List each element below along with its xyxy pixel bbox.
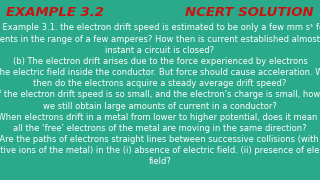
Text: we still obtain large amounts of current in a conductor?: we still obtain large amounts of current… [43,102,277,111]
Text: (e) Are the paths of electrons straight lines between successive collisions (wit: (e) Are the paths of electrons straight … [0,135,320,144]
Text: (c) If the electron drift speed is so small, and the electron’s charge is small,: (c) If the electron drift speed is so sm… [0,90,320,99]
Text: (b) The electron drift arises due to the force experienced by electrons: (b) The electron drift arises due to the… [12,57,308,66]
Text: instant a circuit is closed?: instant a circuit is closed? [105,46,215,55]
Text: field?: field? [148,157,172,166]
Text: positive ions of the metal) in the (i) absence of electric field. (ii) presence : positive ions of the metal) in the (i) a… [0,146,320,155]
Text: then do the electrons acquire a steady average drift speed?: then do the electrons acquire a steady a… [33,79,287,88]
Text: In Example 3.1. the electron drift speed is estimated to be only a few mm s¹ for: In Example 3.1. the electron drift speed… [0,23,320,32]
Text: in the electric field inside the conductor. But force should cause acceleration.: in the electric field inside the conduct… [0,68,320,77]
Text: NCERT SOLUTION: NCERT SOLUTION [185,6,314,19]
Text: currents in the range of a few amperes? How then is current established almost t: currents in the range of a few amperes? … [0,35,320,44]
Text: all the ‘free’ electrons of the metal are moving in the same direction?: all the ‘free’ electrons of the metal ar… [13,124,307,133]
Text: (d) When electrons drift in a metal from lower to higher potential, does it mean: (d) When electrons drift in a metal from… [0,113,320,122]
Text: EXAMPLE 3.2: EXAMPLE 3.2 [6,6,104,19]
